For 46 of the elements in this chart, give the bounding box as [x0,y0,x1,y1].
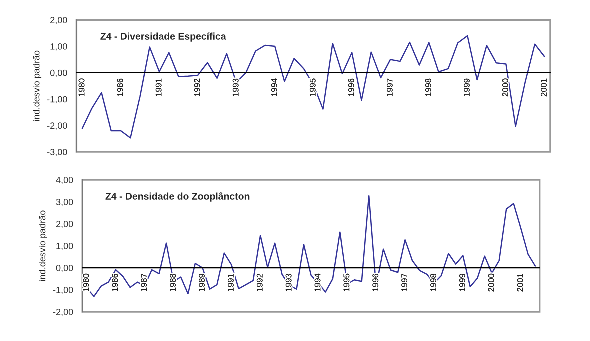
y-tick-label: -1,00 [53,286,74,294]
x-tick-label: 1993 [286,274,292,292]
x-tick-label: 1995 [344,274,350,292]
x-tick-label: 1991 [156,78,162,96]
y-tick-label: -3,00 [48,149,68,157]
y-tick-label: 0,00 [50,70,68,78]
x-tick-label: 2001 [541,78,547,97]
y-tick-label: 1,00 [50,43,68,51]
x-tick-label: 1988 [170,274,176,292]
y-tick-label: 3,00 [56,199,74,206]
x-tick-label: 1980 [78,78,85,96]
x-tick-label: 2000 [502,78,508,97]
x-tick-label: 1999 [459,274,466,292]
x-tick-label: 1998 [430,274,436,292]
y-axis-title: ind.desvio padrão [39,210,48,282]
x-tick-label: 1997 [402,274,408,292]
y-tick-label: -2,00 [48,122,68,130]
text: Z4 - Diversidade Específica [100,32,226,42]
x-tick-label: 1994 [314,274,321,292]
x-tick-label: 1987 [141,274,148,292]
x-tick-label: 1980 [83,274,90,292]
x-tick-label: 1996 [348,78,354,96]
x-tick-label: 1997 [386,78,393,96]
x-tick-label: 1998 [425,78,432,96]
x-tick-label: 1989 [199,274,205,292]
y-tick-label: 2,00 [56,221,74,228]
y-tick-label: 0,00 [56,264,74,272]
x-tick-label: 2000 [488,274,494,292]
y-tick-label: 1,00 [56,243,74,250]
y-tick-label: 2,00 [50,17,68,25]
text: Z4 - Densidade do Zooplâncton [106,192,250,202]
x-tick-label: 1986 [117,78,124,96]
x-tick-label: 1992 [256,274,263,292]
y-tick-label: -2,00 [53,308,74,316]
x-tick-label: 1991 [228,274,234,292]
y-tick-label: 4,00 [56,177,74,184]
x-tick-label: 1993 [232,78,239,96]
x-tick-label: 1995 [310,78,316,96]
x-tick-label: 2001 [517,274,524,292]
y-tick-label: -1,00 [48,96,68,104]
x-tick-label: 1996 [372,274,379,292]
x-tick-label: 1986 [112,274,118,292]
x-tick-label: 1992 [194,78,200,96]
x-tick-label: 1994 [271,78,278,96]
x-tick-label: 1999 [464,78,470,96]
y-axis-title: ind.desvio padrão [33,50,42,122]
